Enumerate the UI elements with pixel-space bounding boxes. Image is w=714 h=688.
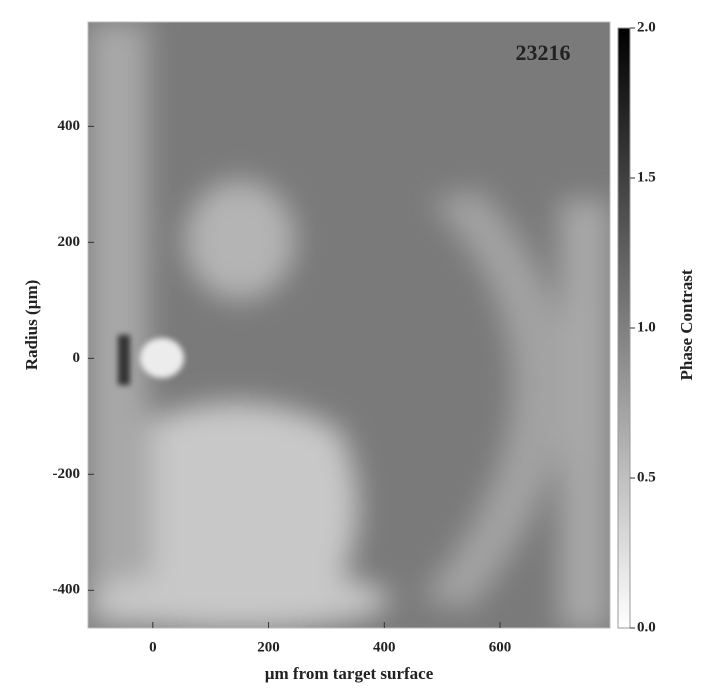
- plot-frame: [87, 21, 611, 629]
- y-tick-label: 0: [73, 350, 81, 366]
- x-tick-label: 200: [257, 639, 280, 655]
- y-tick-label: -400: [53, 582, 81, 598]
- y-tick-label: -200: [53, 466, 81, 482]
- x-tick-label: 0: [149, 639, 157, 655]
- colorbar-tick-label: 2.0: [637, 19, 656, 35]
- x-axis-label: µm from target surface: [265, 664, 434, 683]
- colorbar: [617, 27, 631, 629]
- y-axis-label: Radius (µm): [22, 280, 41, 371]
- annotation: 23216: [516, 40, 571, 65]
- colorbar-tick-label: 1.5: [637, 169, 656, 185]
- x-tick-label: 600: [489, 639, 512, 655]
- x-tick-label: 400: [373, 639, 396, 655]
- colorbar-tick-label: 0.0: [637, 619, 656, 635]
- colorbar-label: Phase Contrast: [677, 269, 696, 380]
- y-tick-label: 200: [58, 234, 81, 250]
- colorbar-tick-label: 0.5: [637, 469, 656, 485]
- colorbar-tick-label: 1.0: [637, 319, 656, 335]
- phase-image: [88, 22, 610, 628]
- y-tick-label: 400: [58, 118, 81, 134]
